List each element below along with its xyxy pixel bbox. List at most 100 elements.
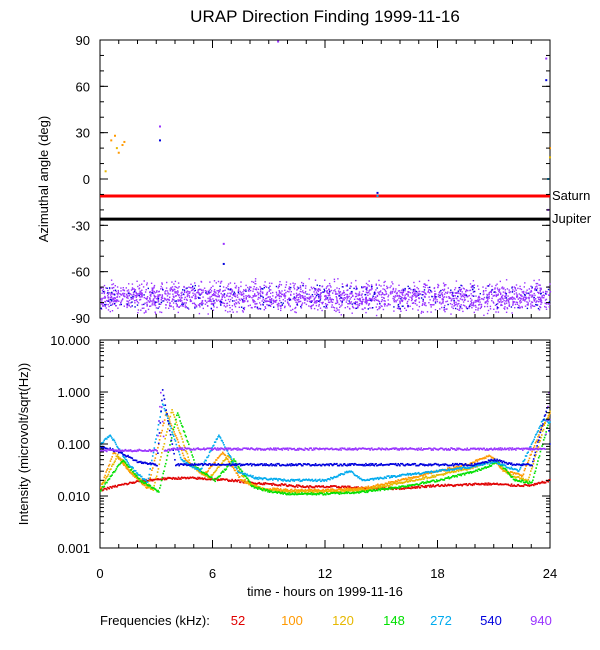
intensity-point	[436, 470, 439, 473]
intensity-point	[149, 477, 151, 479]
intensity-point	[543, 423, 545, 426]
intensity-point	[180, 435, 183, 438]
azimuth-940-dot	[427, 291, 429, 293]
intensity-point	[245, 474, 247, 476]
intensity-point	[354, 486, 356, 489]
intensity-point	[160, 456, 162, 458]
azimuth-540-dot	[175, 300, 177, 302]
intensity-point	[349, 490, 352, 492]
intensity-point	[546, 480, 549, 482]
azimuth-940-dot	[428, 296, 430, 298]
azimuth-940-dot	[383, 297, 385, 300]
intensity-point	[310, 486, 313, 488]
intensity-point	[170, 411, 172, 414]
azimuth-940-dot	[338, 311, 341, 313]
azimuth-940-dot	[519, 299, 522, 302]
azimuth-940-dot	[462, 301, 465, 303]
azimuth-940-dot	[155, 307, 158, 309]
azimuth-940-dot	[364, 299, 367, 301]
intensity-point	[473, 470, 475, 473]
intensity-point	[519, 477, 522, 480]
azimuth-940-dot	[153, 302, 155, 304]
azimuth-940-dot	[278, 292, 281, 294]
azimuth-940-dot	[370, 298, 372, 300]
azimuth-940-dot	[367, 299, 369, 301]
azimuth-940-dot	[243, 308, 245, 311]
azimuth-940-dot	[402, 299, 404, 301]
intensity-point	[117, 446, 119, 449]
intensity-point	[245, 482, 248, 485]
azimuth-940-dot	[185, 302, 187, 304]
intensity-point	[525, 480, 527, 483]
intensity-point	[357, 490, 359, 492]
intensity-point	[534, 455, 536, 458]
azimuth-940-dot	[417, 288, 420, 290]
azimuth-940-dot	[379, 291, 381, 293]
intensity-point	[404, 485, 406, 488]
intensity-point	[211, 478, 214, 481]
intensity-point	[189, 462, 191, 464]
azimuth-940-dot	[461, 307, 463, 310]
azimuth-940-dot	[342, 286, 344, 288]
azimuth-940-dot	[449, 292, 451, 294]
azimuth-940-dot	[290, 291, 292, 293]
azimuth-940-dot	[269, 300, 271, 302]
azimuth-940-dot	[314, 300, 316, 303]
intensity-point	[441, 478, 444, 481]
intensity-point	[315, 485, 318, 487]
intensity-point	[480, 469, 482, 471]
intensity-point	[378, 488, 381, 491]
intensity-point	[509, 473, 512, 476]
azimuth-940-dot	[364, 301, 367, 304]
azimuth-940-dot	[530, 305, 532, 307]
intensity-point	[395, 476, 398, 478]
intensity-point	[301, 488, 303, 491]
azimuth-540-dot	[460, 284, 462, 287]
azimuth-y-tick-label: 30	[76, 126, 90, 141]
intensity-point	[412, 486, 415, 489]
intensity-point	[469, 463, 471, 466]
azimuth-940-dot	[208, 289, 210, 292]
intensity-point	[178, 453, 181, 456]
intensity-point	[229, 480, 232, 482]
intensity-point	[397, 482, 399, 484]
azimuth-940-dot	[424, 302, 427, 304]
azimuth-940-dot	[266, 303, 268, 306]
intensity-point	[227, 452, 230, 455]
azimuth-940-dot	[310, 300, 312, 302]
intensity-point	[258, 487, 261, 489]
intensity-point	[533, 446, 535, 449]
azimuth-940-dot	[442, 302, 444, 304]
intensity-point	[527, 484, 530, 486]
intensity-point	[518, 476, 520, 478]
intensity-point	[130, 469, 132, 471]
intensity-point	[219, 479, 221, 481]
azimuth-940-dot	[316, 301, 318, 303]
azimuth-940-dot	[199, 297, 201, 299]
azimuth-940-dot	[216, 300, 218, 302]
azimuth-940-dot	[312, 295, 314, 298]
intensity-point	[398, 475, 400, 477]
intensity-point	[505, 471, 507, 474]
intensity-point	[397, 487, 399, 489]
azimuth-940-dot	[213, 290, 215, 293]
intensity-point	[376, 489, 378, 492]
intensity-point	[437, 470, 440, 473]
azimuth-940-dot	[423, 302, 426, 304]
intensity-point	[449, 468, 451, 471]
intensity-point	[539, 450, 542, 453]
intensity-point	[354, 487, 356, 490]
azimuth-940-dot	[278, 283, 281, 286]
azimuth-940-dot	[269, 296, 271, 298]
azimuth-940-dot	[107, 293, 110, 295]
intensity-point	[115, 458, 117, 460]
intensity-point	[410, 484, 412, 486]
azimuth-940-dot	[368, 280, 370, 282]
azimuth-940-dot	[455, 297, 457, 299]
azimuth-940-dot	[343, 294, 345, 296]
azimuth-940-dot	[174, 292, 176, 294]
intensity-point	[383, 485, 385, 488]
azimuth-940-dot	[300, 304, 303, 307]
azimuth-940-dot	[507, 295, 509, 297]
intensity-point	[294, 488, 296, 491]
